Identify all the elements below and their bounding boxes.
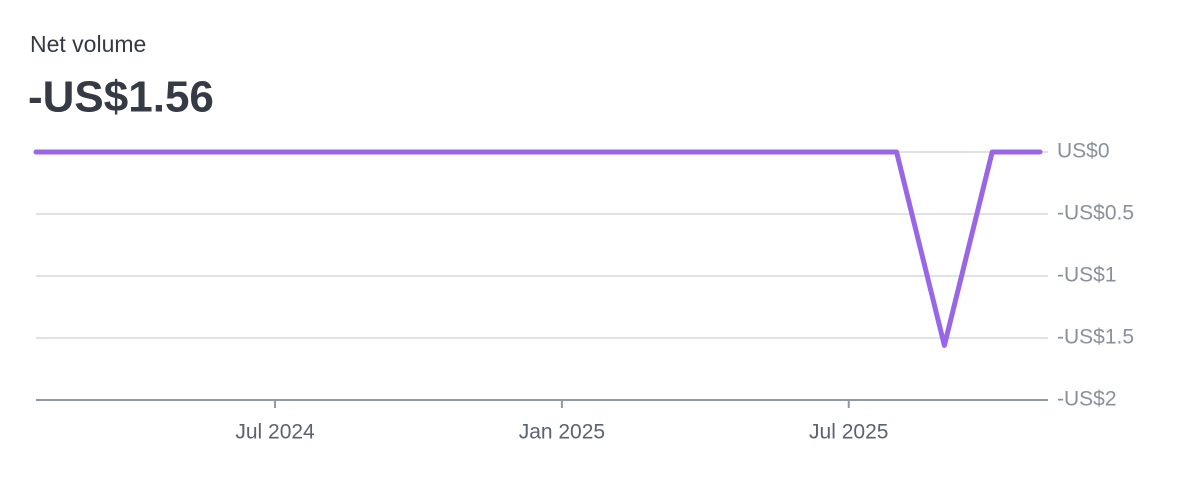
chart-title: Net volume — [30, 31, 146, 57]
y-tick-label: US$0 — [1057, 140, 1110, 163]
x-tick-label: Jan 2025 — [519, 421, 605, 444]
y-tick-label: -US$2 — [1057, 388, 1117, 411]
x-tick-label: Jul 2024 — [235, 421, 315, 444]
data-line — [33, 149, 1043, 348]
y-tick-label: -US$1.5 — [1057, 326, 1134, 349]
headline: -US$1.56 — [28, 73, 214, 122]
y-tick-label: -US$1 — [1057, 264, 1117, 287]
x-tick-label: Jul 2025 — [809, 421, 888, 444]
y-tick-label: -US$0.5 — [1057, 202, 1134, 225]
